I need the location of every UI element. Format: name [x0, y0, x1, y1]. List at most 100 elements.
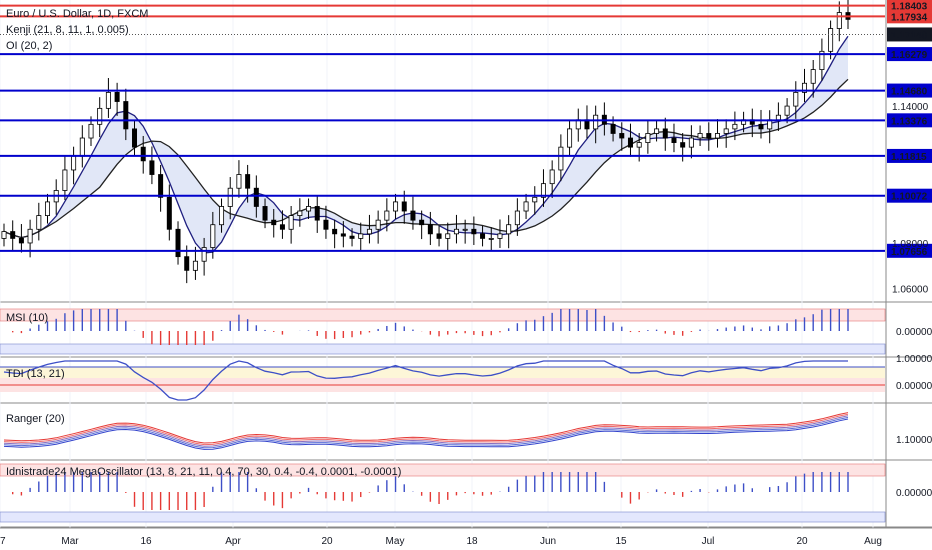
price-level-label: 1.18403	[891, 2, 928, 13]
price-tick: 1.06000	[892, 285, 929, 296]
candle-body	[97, 107, 103, 125]
price-pane[interactable]	[0, 0, 885, 284]
candle-body	[410, 210, 416, 221]
candle-body	[332, 228, 338, 235]
candle-body	[18, 238, 24, 244]
price-label-box	[887, 148, 932, 163]
candle-body	[27, 228, 33, 244]
price-label-box	[887, 9, 932, 24]
time-label: 7	[0, 536, 6, 547]
candle-body	[758, 123, 764, 130]
candle-body	[645, 133, 651, 143]
candle-body	[192, 260, 198, 271]
candle-body	[836, 12, 842, 29]
candle-body	[62, 169, 68, 191]
ranger-pane[interactable]	[3, 412, 849, 450]
mega-lower-zone	[0, 511, 886, 523]
candle-body	[706, 133, 712, 139]
tdi-yellow-zone	[0, 367, 885, 378]
oi-indicator-label[interactable]: OI (20, 2)	[6, 40, 53, 52]
price-level-label: 1.13376	[891, 116, 928, 127]
tdi-label[interactable]: TDI (13, 21)	[6, 368, 65, 380]
candle-body	[271, 219, 277, 226]
price-label-box	[887, 113, 932, 128]
candle-body	[627, 137, 633, 148]
candle-body	[810, 69, 816, 84]
candle-body	[567, 128, 573, 148]
candle-body	[819, 50, 825, 70]
candle-body	[619, 133, 625, 139]
candle-body	[610, 123, 616, 134]
time-label: May	[386, 536, 405, 547]
candle-body	[723, 128, 729, 134]
time-label: Aug	[864, 536, 882, 547]
candle-body	[523, 201, 529, 212]
tdi-line	[3, 360, 848, 401]
time-label: 20	[321, 536, 333, 547]
time-label: Apr	[225, 536, 241, 547]
msi-pane[interactable]	[0, 308, 886, 355]
price-level-label: 1.14680	[891, 87, 928, 98]
time-axis[interactable]: 7 Mar 16 Apr 20 May 18 Jun 15 Jul 20 Aug	[0, 527, 932, 547]
ranger-line	[3, 416, 849, 449]
candle-body	[471, 228, 477, 235]
candle-body	[775, 114, 781, 121]
tdi-tick-zero: 0.00000	[896, 381, 932, 392]
candle-body	[375, 219, 381, 230]
candle-body	[236, 174, 242, 189]
candle-body	[140, 146, 146, 162]
candle-body	[210, 224, 216, 248]
candle-body	[697, 133, 703, 139]
candle-body	[45, 201, 51, 216]
candle-body	[88, 123, 94, 139]
price-label-box	[887, 83, 932, 98]
price-level-label: 1.11815	[891, 152, 927, 163]
price-label-box	[887, 27, 932, 42]
mega-legend: Idnistrade24 MegaOscillator (13, 8, 21, …	[6, 466, 401, 478]
candle-body	[688, 137, 694, 148]
tdi-pane[interactable]	[0, 360, 885, 401]
price-level-label: 1.07656	[891, 247, 928, 258]
candle-body	[680, 142, 686, 148]
candle-body	[262, 206, 268, 221]
candle-body	[636, 142, 642, 148]
candle-body	[384, 210, 390, 221]
candle-body	[175, 228, 181, 258]
price-level-label: 1.17934	[891, 12, 928, 23]
mega-oscillator-pane[interactable]	[0, 463, 886, 523]
time-label: 20	[796, 536, 808, 547]
time-label: 16	[140, 536, 152, 547]
candle-body	[314, 206, 320, 221]
candle-body	[123, 101, 129, 130]
candle-body	[671, 137, 677, 143]
candle-body	[323, 219, 329, 230]
candle-body	[436, 233, 442, 239]
msi-label[interactable]: MSI (10)	[6, 312, 49, 324]
candle-body	[427, 224, 433, 235]
price-tick: 1.14000	[892, 102, 929, 113]
price-tick: 1.08000	[892, 239, 929, 250]
candle-body	[462, 228, 468, 231]
candle-body	[10, 231, 16, 239]
kenji-indicator-label[interactable]: Kenji (21, 8, 11, 1, 0.005)	[6, 24, 129, 36]
candle-body	[497, 233, 503, 239]
candle-body	[445, 233, 451, 239]
ranger-line	[3, 418, 849, 450]
candle-body	[480, 233, 486, 239]
price-label-box	[887, 188, 932, 203]
candle-body	[532, 196, 538, 203]
symbol-title[interactable]: Euro / U.S. Dollar, 1D, FXCM	[6, 8, 149, 20]
time-label: 15	[615, 536, 627, 547]
price-level-label: 1.17140	[891, 30, 928, 41]
candle-body	[288, 215, 294, 230]
mega-label[interactable]: Idnistrade24 MegaOscillator (13, 8, 21, …	[6, 466, 402, 478]
candle-body	[105, 91, 111, 109]
candle-body	[227, 187, 233, 207]
candle-body	[366, 228, 372, 235]
ranger-label[interactable]: Ranger (20)	[6, 413, 65, 425]
candle-body	[453, 228, 459, 235]
ranger-tick: 1.10000	[896, 435, 932, 446]
candle-body	[340, 233, 346, 237]
